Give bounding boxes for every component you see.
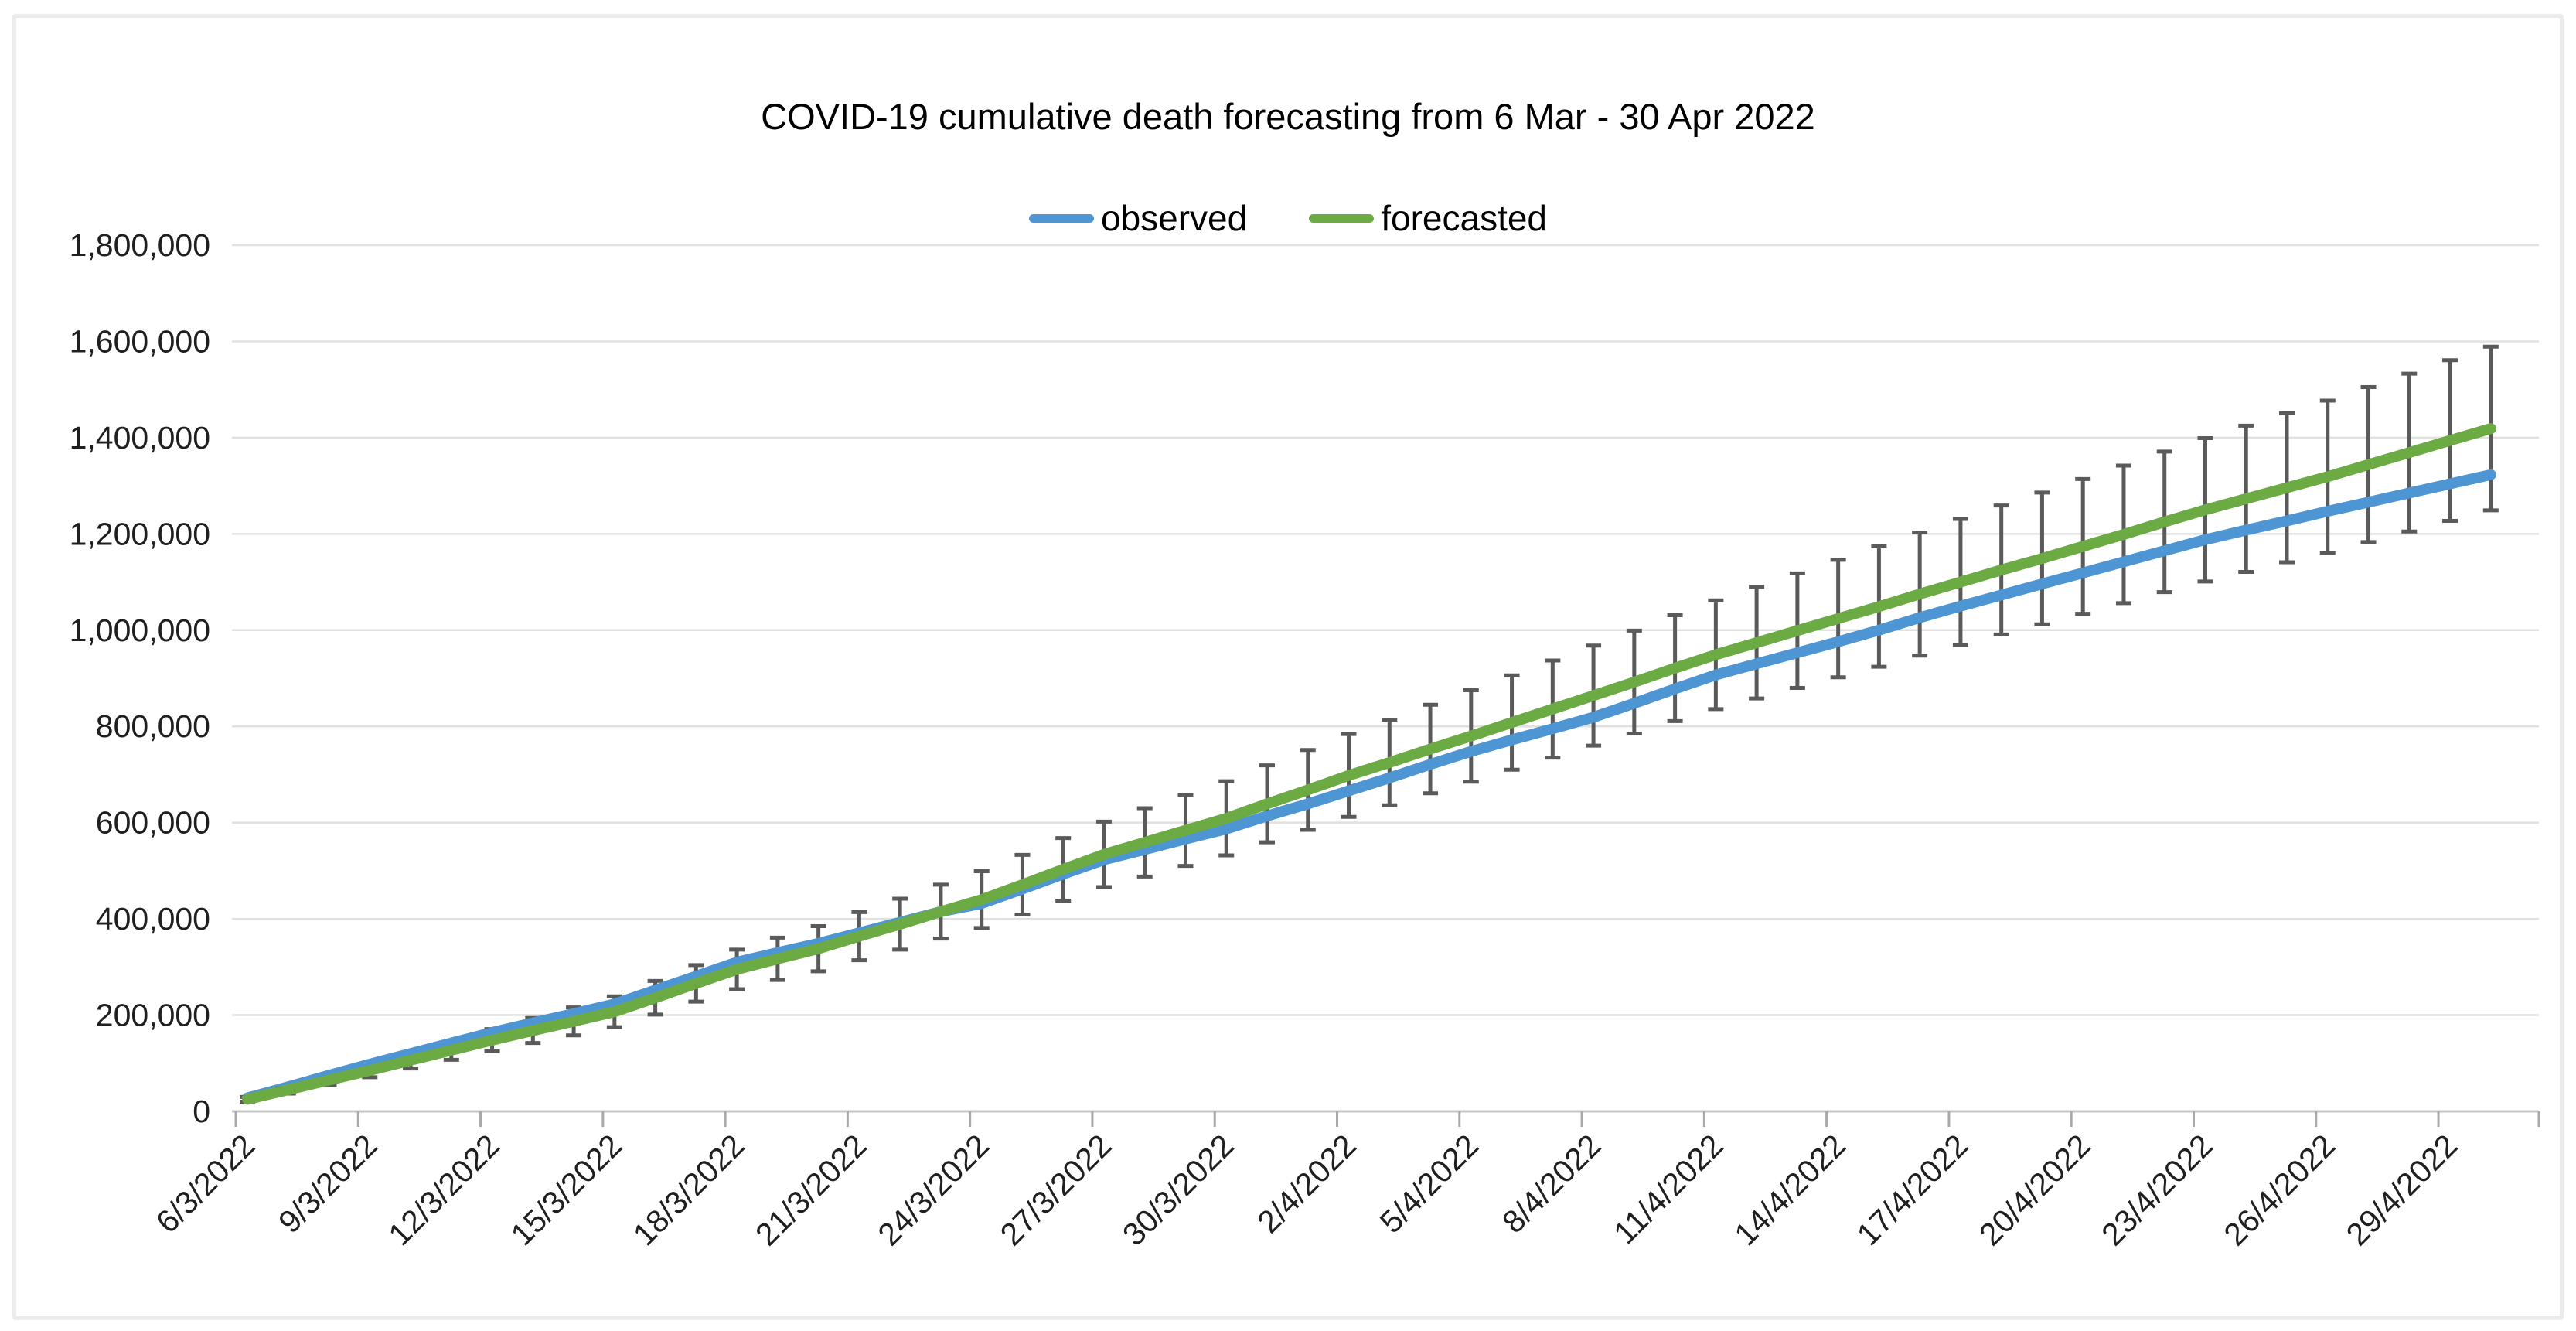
chart-frame (12, 14, 2564, 1320)
svg-text:400,000: 400,000 (96, 901, 210, 937)
observed-line (242, 469, 2496, 1104)
svg-text:11/4/2022: 11/4/2022 (1607, 1128, 1729, 1251)
svg-text:0: 0 (193, 1094, 210, 1129)
svg-text:800,000: 800,000 (96, 708, 210, 744)
svg-text:30/3/2022: 30/3/2022 (1116, 1128, 1241, 1253)
svg-text:18/3/2022: 18/3/2022 (626, 1128, 751, 1253)
legend-label-observed: observed (1100, 198, 1248, 238)
svg-text:21/3/2022: 21/3/2022 (748, 1128, 874, 1253)
svg-text:24/3/2022: 24/3/2022 (871, 1128, 997, 1253)
svg-text:8/4/2022: 8/4/2022 (1495, 1128, 1607, 1240)
forecasted-line-swatch-icon (1309, 213, 1375, 223)
svg-text:1,600,000: 1,600,000 (70, 323, 210, 359)
svg-text:15/3/2022: 15/3/2022 (504, 1128, 629, 1253)
error-bars (240, 344, 2499, 1104)
x-axis (232, 1110, 2540, 1127)
svg-text:14/4/2022: 14/4/2022 (1727, 1128, 1852, 1253)
observed-line-swatch-icon (1028, 213, 1094, 223)
legend-item-forecasted[interactable]: forecasted (1309, 197, 1547, 239)
svg-text:600,000: 600,000 (96, 805, 210, 841)
svg-text:1,400,000: 1,400,000 (70, 420, 210, 456)
svg-text:20/4/2022: 20/4/2022 (1972, 1128, 2097, 1253)
svg-text:23/4/2022: 23/4/2022 (2094, 1128, 2220, 1253)
svg-text:26/4/2022: 26/4/2022 (2217, 1128, 2343, 1253)
svg-text:200,000: 200,000 (96, 998, 210, 1033)
svg-text:5/4/2022: 5/4/2022 (1373, 1128, 1485, 1240)
svg-text:6/3/2022: 6/3/2022 (149, 1128, 261, 1240)
legend-label-forecasted: forecasted (1381, 198, 1548, 238)
legend-item-observed[interactable]: observed (1028, 197, 1248, 239)
svg-text:27/3/2022: 27/3/2022 (993, 1128, 1119, 1253)
svg-text:29/4/2022: 29/4/2022 (2339, 1128, 2465, 1253)
svg-text:1,800,000: 1,800,000 (70, 227, 210, 263)
svg-text:1,000,000: 1,000,000 (70, 613, 210, 648)
chart-legend: observed forecasted (0, 198, 2576, 238)
svg-text:17/4/2022: 17/4/2022 (1850, 1128, 1975, 1253)
x-axis-labels: 6/3/2022 9/3/202212/3/202215/3/202218/3/2… (149, 1128, 2464, 1253)
svg-text:9/3/2022: 9/3/2022 (271, 1128, 383, 1240)
chart-title: COVID-19 cumulative death forecasting fr… (761, 96, 1815, 137)
forecasted-line (242, 423, 2496, 1105)
y-gridlines (232, 244, 2539, 1016)
svg-text:12/3/2022: 12/3/2022 (381, 1128, 506, 1253)
svg-text:2/4/2022: 2/4/2022 (1250, 1128, 1362, 1240)
svg-text:1,200,000: 1,200,000 (70, 516, 210, 551)
y-axis-labels: 0 200,000 400,000 600,000 800,000 1,000,000 1,… (70, 227, 210, 1129)
